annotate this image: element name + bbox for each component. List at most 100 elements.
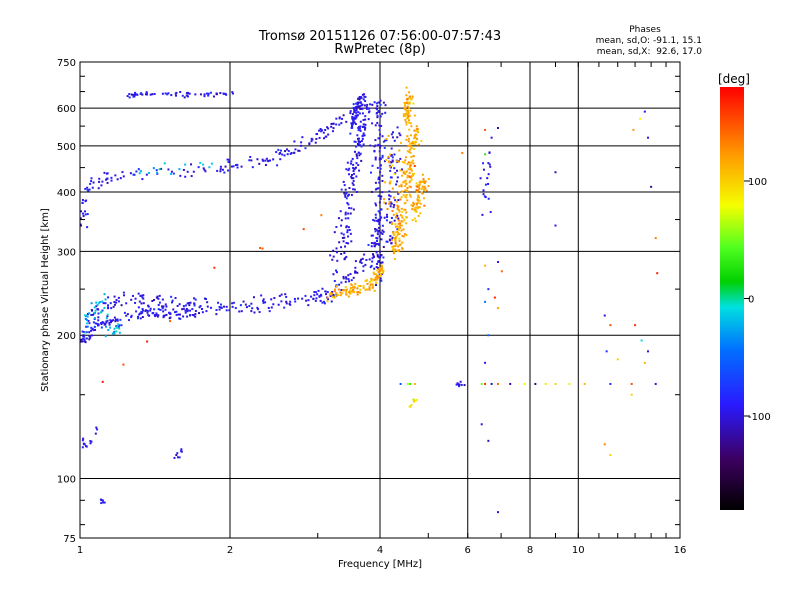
- echo-point: [487, 288, 490, 291]
- echo-point: [381, 135, 384, 138]
- echo-point: [373, 150, 376, 153]
- echo-point: [381, 273, 384, 276]
- echo-point: [357, 111, 360, 114]
- echo-point: [484, 361, 487, 364]
- echo-point: [208, 166, 211, 169]
- echo-point: [413, 114, 416, 117]
- echo-point: [104, 335, 107, 338]
- echo-point: [108, 322, 111, 325]
- echo-point: [359, 288, 362, 291]
- echo-point: [172, 308, 175, 311]
- echo-point: [396, 225, 399, 228]
- echo-point: [381, 154, 384, 157]
- echo-point: [90, 302, 93, 305]
- echo-point: [113, 330, 116, 333]
- echo-point: [372, 279, 375, 282]
- echo-point: [338, 116, 341, 119]
- echo-point: [406, 98, 409, 101]
- echo-point: [193, 304, 196, 307]
- echo-point: [379, 133, 382, 136]
- echo-point: [340, 252, 343, 255]
- echo-point: [396, 249, 399, 252]
- echo-point: [401, 220, 404, 223]
- echo-point: [189, 314, 192, 317]
- echo-point: [409, 195, 412, 198]
- echo-point: [116, 178, 119, 181]
- echo-point: [194, 298, 197, 301]
- echo-point: [176, 452, 179, 455]
- echo-point: [315, 133, 318, 136]
- echo-point: [393, 167, 396, 170]
- echo-point: [356, 287, 359, 290]
- echo-point: [366, 288, 369, 291]
- echo-point: [427, 178, 430, 181]
- echo-point: [405, 183, 408, 186]
- echo-point: [408, 148, 411, 151]
- echo-point: [135, 170, 138, 173]
- echo-point: [130, 316, 133, 319]
- echo-point: [410, 176, 413, 179]
- echo-point: [371, 283, 374, 286]
- echo-point: [411, 205, 414, 208]
- echo-point: [315, 297, 318, 300]
- echo-point: [294, 148, 297, 151]
- echo-point: [342, 275, 345, 278]
- echo-point: [487, 334, 490, 337]
- echo-point: [248, 304, 251, 307]
- echo-point: [352, 163, 355, 166]
- echo-point: [90, 440, 93, 443]
- echo-point: [390, 202, 393, 205]
- echo-point: [330, 125, 333, 128]
- echo-point: [331, 295, 334, 298]
- echo-point: [234, 164, 237, 167]
- echo-point: [355, 105, 358, 108]
- echo-point: [410, 168, 413, 171]
- echo-point: [353, 108, 356, 111]
- echo-point: [414, 133, 417, 136]
- echo-point: [407, 161, 410, 164]
- echo-point: [382, 271, 385, 274]
- echo-point: [409, 144, 412, 147]
- echo-point: [397, 219, 400, 222]
- echo-point: [91, 186, 94, 189]
- echo-point: [487, 173, 490, 176]
- echo-point: [340, 288, 343, 291]
- echo-point: [231, 92, 234, 95]
- y-axis-label: Stationary phase Virtual Height [km]: [40, 208, 51, 392]
- echo-point: [630, 393, 633, 396]
- echo-point: [554, 171, 557, 174]
- echo-point: [350, 125, 353, 128]
- echo-point: [349, 132, 352, 135]
- echo-point: [189, 301, 192, 304]
- echo-point: [250, 310, 253, 313]
- echo-point: [403, 103, 406, 106]
- echo-point: [363, 134, 366, 137]
- echo-point: [334, 269, 337, 272]
- chart-title: Tromsø 20151126 07:56:00-07:57:43: [258, 29, 501, 44]
- echo-point: [336, 259, 339, 262]
- echo-point: [534, 382, 537, 385]
- echo-point: [298, 149, 301, 152]
- echo-point: [171, 301, 174, 304]
- echo-point: [399, 214, 402, 217]
- echo-point: [404, 189, 407, 192]
- echo-point: [487, 162, 490, 165]
- echo-point: [315, 137, 318, 140]
- echo-point: [113, 303, 116, 306]
- echo-point: [487, 197, 490, 200]
- echo-point: [101, 499, 104, 502]
- echo-point: [81, 439, 84, 442]
- echo-point: [388, 239, 391, 242]
- echo-point: [89, 182, 92, 185]
- echo-point: [123, 294, 126, 297]
- echo-point: [418, 187, 421, 190]
- echo-point: [408, 102, 411, 105]
- echo-point: [341, 236, 344, 239]
- echo-point: [359, 291, 362, 294]
- echo-point: [341, 292, 344, 295]
- echo-point: [414, 217, 417, 220]
- echo-point: [85, 325, 88, 328]
- echo-point: [374, 202, 377, 205]
- echo-point: [349, 110, 352, 113]
- echo-point: [365, 279, 368, 282]
